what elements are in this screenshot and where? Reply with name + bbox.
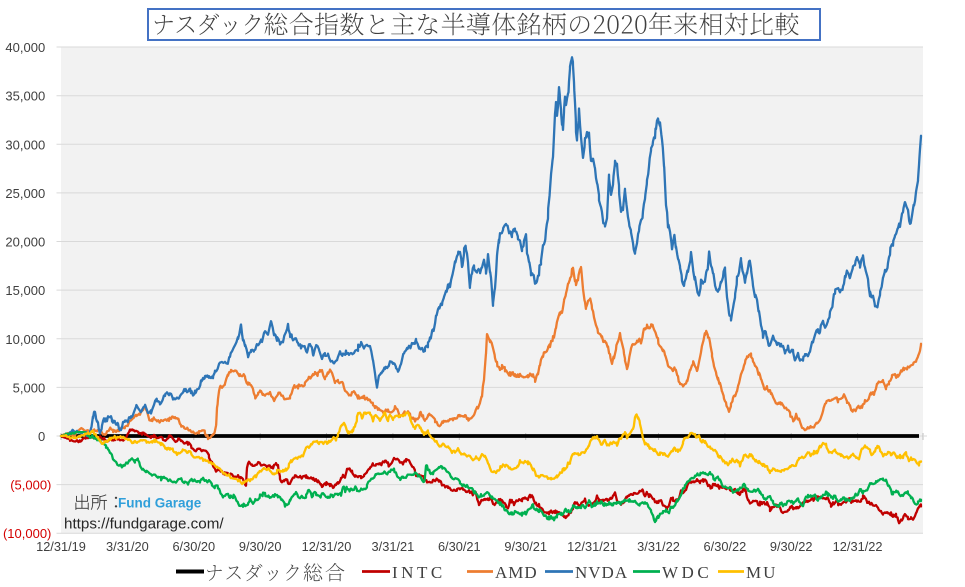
svg-text:6/30/22: 6/30/22 bbox=[704, 539, 747, 554]
svg-text:12/31/21: 12/31/21 bbox=[567, 539, 617, 554]
svg-text:AMD: AMD bbox=[495, 563, 538, 582]
svg-text:MU: MU bbox=[746, 563, 777, 582]
svg-text:6/30/20: 6/30/20 bbox=[172, 539, 215, 554]
svg-text:9/30/22: 9/30/22 bbox=[770, 539, 813, 554]
svg-text:9/30/21: 9/30/21 bbox=[504, 539, 547, 554]
svg-text:3/31/21: 3/31/21 bbox=[372, 539, 415, 554]
svg-text:12/31/22: 12/31/22 bbox=[833, 539, 883, 554]
svg-text:15,000: 15,000 bbox=[5, 283, 45, 298]
svg-text:(5,000): (5,000) bbox=[10, 478, 51, 493]
svg-text:35,000: 35,000 bbox=[5, 89, 45, 104]
svg-text:INTC: INTC bbox=[392, 563, 446, 582]
svg-text:(10,000): (10,000) bbox=[3, 526, 51, 541]
svg-text:20,000: 20,000 bbox=[5, 235, 45, 250]
svg-text:3/31/20: 3/31/20 bbox=[106, 539, 149, 554]
svg-text:10,000: 10,000 bbox=[5, 332, 45, 347]
svg-text:5,000: 5,000 bbox=[13, 380, 46, 395]
svg-text:12/31/19: 12/31/19 bbox=[36, 539, 86, 554]
svg-text:NVDA: NVDA bbox=[575, 563, 628, 582]
svg-text:12/31/20: 12/31/20 bbox=[302, 539, 352, 554]
svg-text:9/30/20: 9/30/20 bbox=[239, 539, 282, 554]
svg-text:25,000: 25,000 bbox=[5, 186, 45, 201]
svg-text:0: 0 bbox=[38, 429, 45, 444]
svg-text:30,000: 30,000 bbox=[5, 137, 45, 152]
svg-text:3/31/22: 3/31/22 bbox=[637, 539, 680, 554]
svg-text:6/30/21: 6/30/21 bbox=[438, 539, 481, 554]
svg-text:https://fundgarage.com/: https://fundgarage.com/ bbox=[64, 516, 224, 533]
svg-text:Fund Garage: Fund Garage bbox=[118, 496, 202, 511]
svg-text:40,000: 40,000 bbox=[5, 40, 45, 55]
svg-text:WDC: WDC bbox=[662, 563, 712, 582]
